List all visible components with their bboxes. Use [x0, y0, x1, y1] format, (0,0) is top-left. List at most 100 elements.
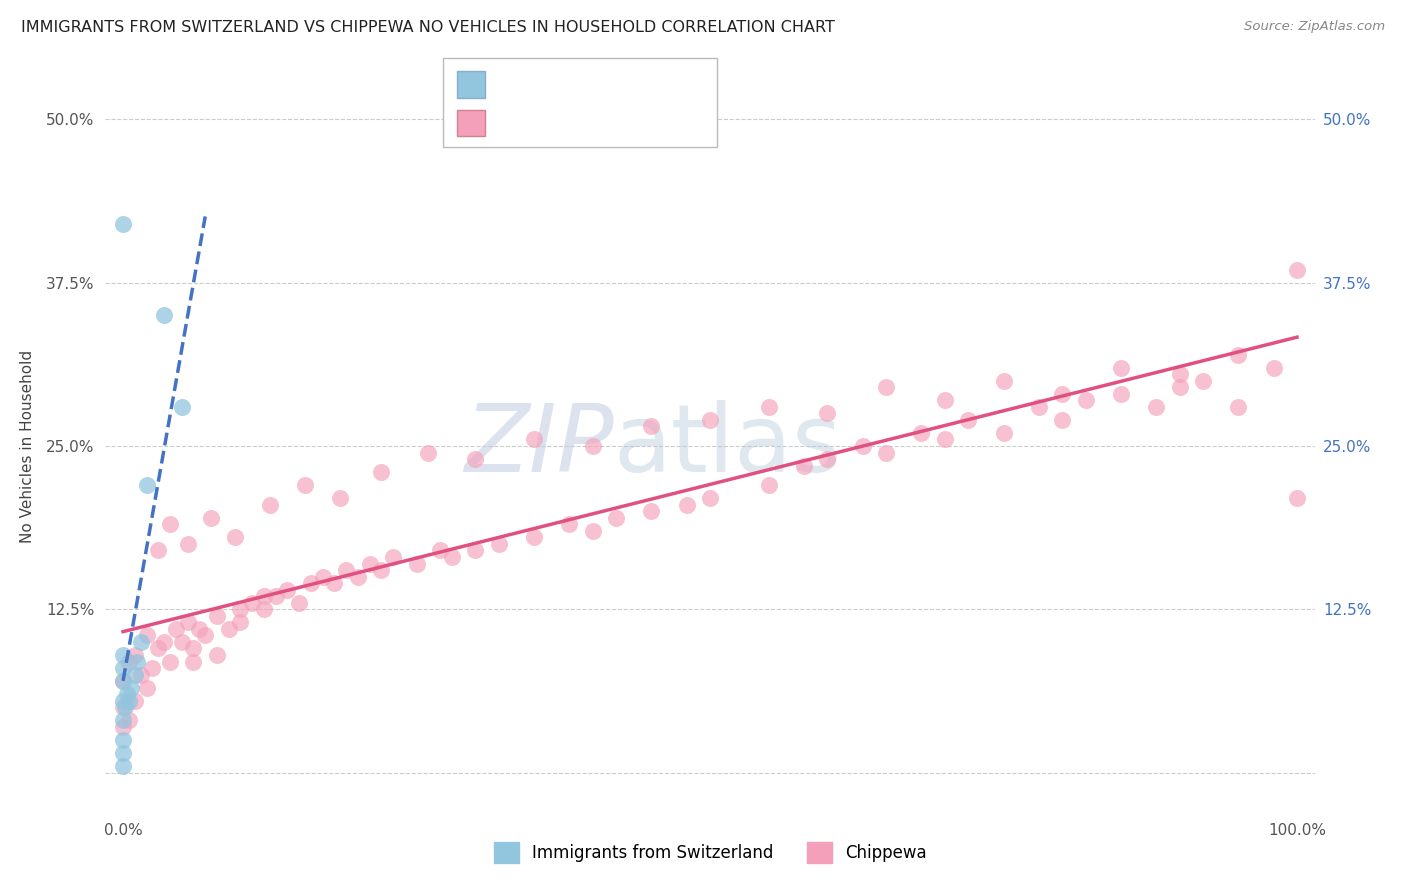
Point	[148, 543, 170, 558]
Point	[159, 655, 181, 669]
Point	[523, 530, 546, 544]
Point	[205, 648, 228, 662]
Point	[112, 674, 135, 689]
Point	[253, 589, 276, 603]
Point	[153, 309, 176, 323]
Text: 0.457: 0.457	[530, 113, 582, 131]
Point	[758, 400, 780, 414]
Point	[259, 498, 281, 512]
Point	[183, 655, 205, 669]
Text: ZIP: ZIP	[464, 401, 613, 491]
Text: N =: N =	[596, 113, 636, 131]
Point	[993, 425, 1015, 440]
Point	[1263, 360, 1285, 375]
Point	[112, 714, 135, 728]
Point	[429, 543, 451, 558]
Point	[323, 576, 346, 591]
Point	[815, 406, 838, 420]
Point	[188, 622, 211, 636]
Y-axis label: No Vehicles in Household: No Vehicles in Household	[20, 350, 35, 542]
Point	[288, 596, 311, 610]
Point	[370, 465, 392, 479]
Point	[253, 602, 276, 616]
Point	[124, 667, 146, 681]
Point	[120, 681, 142, 695]
Point	[335, 563, 357, 577]
Point	[347, 569, 370, 583]
Point	[112, 700, 135, 714]
Point	[405, 557, 427, 571]
Point	[957, 413, 980, 427]
Point	[135, 478, 157, 492]
Point	[135, 628, 157, 642]
Point	[127, 655, 149, 669]
Point	[153, 635, 176, 649]
Point	[605, 511, 627, 525]
Point	[129, 635, 152, 649]
Point	[440, 549, 463, 564]
Point	[1050, 386, 1073, 401]
Point	[852, 439, 875, 453]
Point	[135, 681, 157, 695]
Point	[115, 687, 138, 701]
Point	[934, 393, 956, 408]
Point	[124, 648, 146, 662]
Point	[464, 543, 486, 558]
Text: atlas: atlas	[613, 400, 842, 492]
Point	[329, 491, 352, 506]
Point	[229, 615, 252, 630]
Point	[276, 582, 298, 597]
Point	[1192, 374, 1215, 388]
Point	[1074, 393, 1097, 408]
Point	[558, 517, 581, 532]
Point	[112, 720, 135, 734]
Point	[183, 641, 205, 656]
Point	[118, 714, 141, 728]
Point	[1109, 360, 1132, 375]
Point	[675, 498, 697, 512]
Point	[1144, 400, 1167, 414]
Point	[112, 732, 135, 747]
Point	[1168, 380, 1191, 394]
Point	[1285, 491, 1308, 506]
Text: 19: 19	[630, 74, 652, 92]
Text: Source: ZipAtlas.com: Source: ZipAtlas.com	[1244, 20, 1385, 33]
Point	[488, 537, 510, 551]
Point	[170, 400, 193, 414]
Point	[124, 694, 146, 708]
Point	[194, 628, 217, 642]
Point	[112, 648, 135, 662]
Point	[1285, 262, 1308, 277]
Point	[118, 694, 141, 708]
Point	[1168, 367, 1191, 381]
Legend: Immigrants from Switzerland, Chippewa: Immigrants from Switzerland, Chippewa	[486, 836, 934, 869]
Point	[1050, 413, 1073, 427]
Point	[294, 478, 316, 492]
Text: R =: R =	[495, 113, 534, 131]
Point	[264, 589, 287, 603]
Point	[640, 419, 662, 434]
Text: IMMIGRANTS FROM SWITZERLAND VS CHIPPEWA NO VEHICLES IN HOUSEHOLD CORRELATION CHA: IMMIGRANTS FROM SWITZERLAND VS CHIPPEWA …	[21, 20, 835, 35]
Point	[699, 491, 721, 506]
Point	[934, 433, 956, 447]
Point	[240, 596, 263, 610]
Point	[993, 374, 1015, 388]
Point	[299, 576, 322, 591]
Point	[582, 439, 605, 453]
Point	[112, 674, 135, 689]
Point	[229, 602, 252, 616]
Point	[165, 622, 187, 636]
Text: R =: R =	[495, 74, 534, 92]
Point	[170, 635, 193, 649]
Point	[523, 433, 546, 447]
Point	[370, 563, 392, 577]
Point	[129, 667, 152, 681]
Point	[758, 478, 780, 492]
Point	[176, 537, 198, 551]
Point	[200, 511, 222, 525]
Point	[1028, 400, 1050, 414]
Point	[141, 661, 163, 675]
Text: 96: 96	[630, 113, 652, 131]
Point	[224, 530, 246, 544]
Point	[793, 458, 815, 473]
